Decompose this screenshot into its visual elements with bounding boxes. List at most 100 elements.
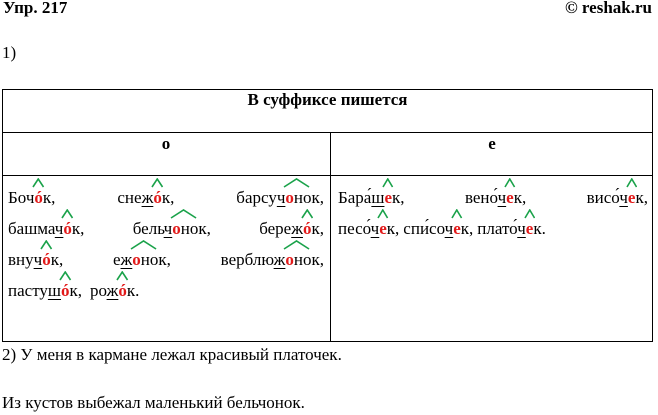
suffix-consonant: ш [47, 281, 61, 300]
suffix-consonant: ч [33, 250, 43, 269]
table-border-left [2, 89, 3, 342]
suffix-consonant: ч [619, 188, 628, 207]
word-part: к, [392, 188, 405, 207]
suffix-consonant: ч [276, 188, 286, 207]
word-part: к, [69, 281, 83, 300]
word-part: висо́ч [586, 188, 628, 207]
suffix-vowel: е [453, 219, 461, 238]
word-row: Бочóк, снежóк, барсучонок, [8, 178, 324, 213]
cell-o-words: Бочóк, снежóк, барсучонок, башмачóк, бельчон… [8, 178, 324, 306]
suffix-table: В суффиксе пишется о е Бочóк, снежóк, барс… [2, 89, 653, 342]
suffix-arc-icon [130, 240, 157, 250]
suffix-arc-icon [32, 178, 45, 188]
suffix-word: снежóк, [117, 178, 174, 213]
suffix-word: пастушóк, [8, 271, 83, 306]
word-part: нок, [140, 250, 171, 269]
suffix-vowel: о [285, 188, 294, 207]
word-part: башмач [8, 219, 64, 238]
suffix-arc-icon [301, 209, 314, 219]
suffix-vowel: ó [42, 250, 51, 269]
column-header-e: е [488, 134, 496, 153]
suffix-arc-icon [170, 209, 197, 219]
sentence-one: 2) У меня в кармане лежал красивый плато… [2, 345, 342, 364]
suffix-vowel: ó [63, 219, 72, 238]
suffix-word: песо́чек, [338, 209, 399, 244]
suffix-consonant: ж [291, 219, 303, 238]
word-row: башмачóк, бельчонок, бережóк, [8, 209, 324, 244]
suffix-word: висо́чек, [586, 178, 648, 213]
suffix-consonant: ч [517, 219, 526, 238]
word-part: нок, [180, 219, 211, 238]
suffix-word: бельчонок, [132, 209, 211, 244]
suffix-consonant: ж [106, 281, 119, 300]
suffix-arc-icon [116, 271, 129, 281]
table-divider-header [2, 175, 653, 176]
suffix-consonant: ч [497, 188, 507, 207]
suffix-vowel: е [384, 188, 392, 207]
suffix-word: Бочóк, [8, 178, 56, 213]
suffix-consonant: ч [163, 219, 173, 238]
table-border-right [652, 89, 653, 342]
suffix-word: спи́сочек, [403, 209, 474, 244]
word-part: песо́ч [338, 219, 380, 238]
suffix-arc-icon [283, 240, 310, 250]
suffix-word: Бара́шек, [338, 178, 405, 213]
word-part: к. [533, 219, 546, 238]
suffix-arc-icon [524, 209, 536, 219]
word-part: вено́ч [464, 188, 507, 207]
word-part: спи́соч [403, 219, 454, 238]
word-part: плато́ч [477, 219, 526, 238]
table-border-top [2, 89, 653, 90]
suffix-arc-icon [377, 209, 389, 219]
suffix-vowel: ó [153, 188, 162, 207]
word-part: бельч [132, 219, 173, 238]
suffix-arc-icon [59, 271, 72, 281]
table-divider-columns [330, 132, 331, 342]
exercise-title: Упр. 217 [3, 0, 68, 17]
word-part: к, [513, 188, 527, 207]
suffix-vowel: е [506, 188, 514, 207]
suffix-vowel: о [172, 219, 181, 238]
suffix-arc-icon [40, 240, 53, 250]
table-border-bottom [2, 341, 653, 342]
suffix-consonant: ш [371, 188, 385, 207]
word-part: береж [259, 219, 303, 238]
source-label: © reshak.ru [564, 0, 652, 17]
suffix-word: рожóк. [90, 271, 140, 306]
sentence-two: Из кустов выбежал маленький бельчонок. [2, 393, 305, 412]
suffix-vowel: е [627, 188, 636, 207]
word-part: рож [90, 281, 119, 300]
suffix-consonant: ч [54, 219, 64, 238]
suffix-word: башмачóк, [8, 209, 84, 244]
suffix-word: верблюжонок, [220, 240, 324, 275]
suffix-word: вено́чек, [464, 178, 527, 213]
table-caption: В суффиксе пишется [247, 90, 408, 109]
suffix-word: барсучонок, [236, 178, 324, 213]
suffix-consonant: ж [141, 188, 154, 207]
word-part: к. [126, 281, 140, 300]
word-part: пастуш [8, 281, 61, 300]
word-part: к, [460, 219, 474, 238]
suffix-word: бережóк, [259, 209, 324, 244]
suffix-consonant: ч [370, 219, 380, 238]
table-divider-caption [2, 132, 653, 133]
suffix-vowel: ó [61, 281, 70, 300]
word-part: Боч [8, 188, 35, 207]
column-header-o: о [161, 134, 171, 153]
suffix-arc-icon [382, 178, 394, 188]
suffix-vowel: о [132, 250, 141, 269]
suffix-consonant: ч [444, 219, 454, 238]
suffix-consonant: ж [273, 250, 286, 269]
suffix-arc-icon [61, 209, 74, 219]
suffix-arc-icon [283, 178, 310, 188]
suffix-word: внучóк, [8, 240, 63, 275]
suffix-arc-icon [504, 178, 516, 188]
suffix-vowel: о [285, 250, 294, 269]
part-one-label: 1) [2, 43, 17, 62]
suffix-word: ежонок, [113, 240, 171, 275]
word-part: верблюж [220, 250, 286, 269]
word-row: Бара́шек, вено́чек, висо́чек, [338, 178, 648, 213]
word-part: к, [42, 188, 56, 207]
word-part: нок, [293, 188, 324, 207]
suffix-arc-icon [151, 178, 164, 188]
